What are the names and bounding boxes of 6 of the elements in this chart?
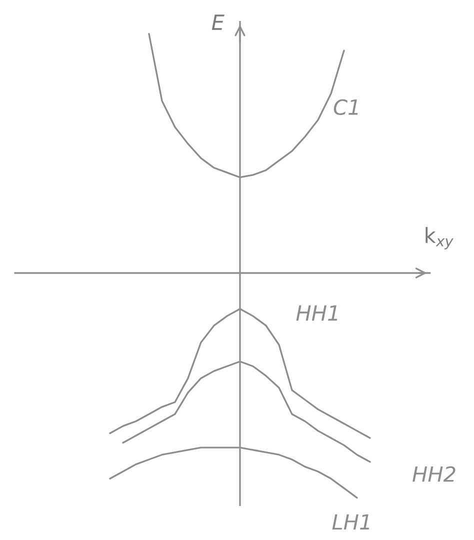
y-axis-title: E [212,14,224,30]
series-label: C1 [334,99,358,115]
x-axis-title: k$_{xy}$ [426,227,454,250]
series-label: HH1 [296,305,338,321]
series-label: LH1 [332,514,370,530]
text: HH2 [412,466,456,482]
